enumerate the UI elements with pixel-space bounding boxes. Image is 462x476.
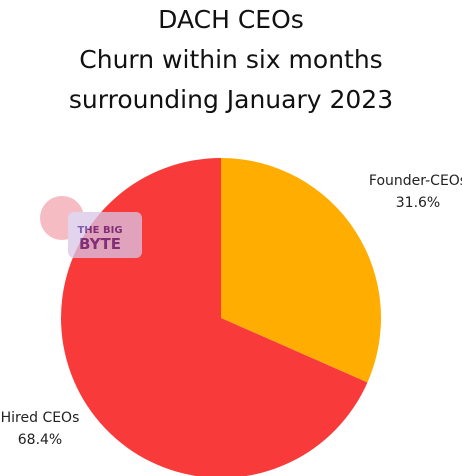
pie-slice	[221, 158, 382, 383]
pie	[61, 158, 382, 476]
logo: THE BIG BYTE	[40, 196, 142, 258]
slice-label: Founder-CEOs	[369, 173, 462, 189]
logo-text: BYTE	[79, 235, 121, 253]
chart-title: Churn within six months	[79, 45, 382, 74]
logo-text: THE BIG	[77, 225, 122, 236]
chart-title: DACH CEOs	[158, 5, 304, 34]
value-label: 68.4%	[18, 432, 62, 448]
logo-panel	[68, 212, 142, 258]
chart-title: surrounding January 2023	[69, 85, 393, 114]
value-label: 31.6%	[396, 195, 440, 211]
slice-label: Hired CEOs	[1, 410, 80, 426]
